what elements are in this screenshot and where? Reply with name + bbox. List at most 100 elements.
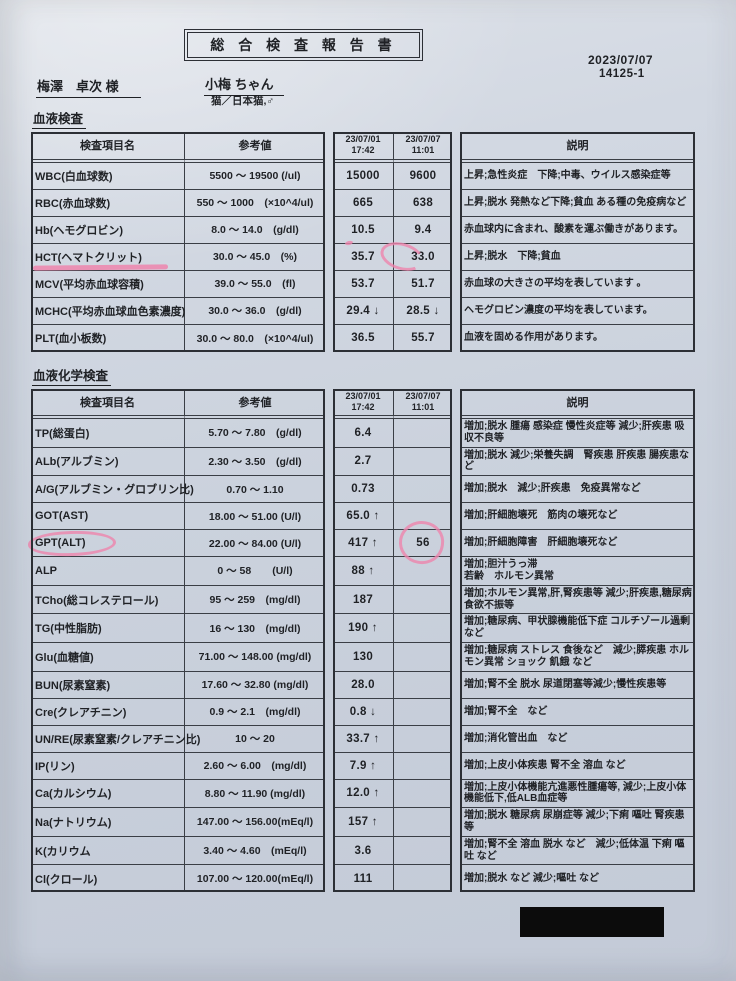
result-description-text: 増加;糖尿病 ストレス 食後など 減少;膵疾患 ホルモン異常 ショック 飢餓 な… (464, 644, 689, 668)
pet-species: 猫／日本猫,♂ (211, 95, 275, 107)
reference-range: 22.00 ～ 84.00 (U/l) (185, 530, 325, 558)
result-value-first-visit-text: 36.5 (351, 332, 375, 344)
reference-range-text: 147.00 ～ 156.00(mEq/l) (196, 816, 314, 829)
time2-label: 11:01 (411, 401, 435, 412)
column-gap (452, 163, 460, 190)
test-item-name: BUN(尿素窒素) (31, 671, 185, 699)
column-gap (325, 557, 333, 586)
result-value-first-visit-text: 417 ↑ (348, 537, 378, 550)
column-gap (325, 753, 333, 780)
section-title-blood-chemistry: 血液化学検査 (32, 365, 112, 386)
result-value-first-visit: 10.5 (333, 216, 394, 246)
test-item-name-text: GOT(AST) (35, 510, 89, 523)
result-value-second-visit (394, 753, 452, 780)
owner-name: 梅澤 卓次 様 (36, 76, 141, 98)
report-title: 総 合 検 査 報 告 書 (210, 37, 397, 53)
test-item-name-text: ALP (35, 564, 57, 577)
reference-range-text: 95 ～ 259 (mg/dl) (209, 594, 301, 607)
result-description-text: 赤血球の大きさの平均を表しています 。 (464, 277, 647, 289)
column-gap (452, 557, 460, 586)
column-gap (325, 530, 333, 557)
test-item-name-text: Hb(ヘモグロビン) (35, 224, 123, 237)
reference-range-text: 30.0 ～ 36.0 (g/dl) (208, 305, 302, 317)
result-value-first-visit-text: 65.0 ↑ (346, 510, 380, 523)
result-value-first-visit: 33.7 ↑ (333, 725, 394, 753)
column-gap (452, 753, 460, 780)
reference-range: 10 ～ 20 (185, 726, 325, 753)
column-gap (452, 837, 460, 866)
test-item-name: K(カリウム (31, 836, 185, 866)
result-value-second-visit (394, 837, 452, 866)
result-value-first-visit-text: 3.6 (354, 844, 372, 857)
column-header-description: 説明 (460, 389, 695, 419)
reference-range-text: 5.70 ～ 7.80 (g/dl) (208, 427, 302, 440)
reference-range: 30.0 ～ 45.0 (%) (185, 244, 325, 271)
result-value-first-visit-text: 130 (352, 650, 374, 663)
column-gap (452, 530, 460, 557)
result-value-first-visit: 7.9 ↑ (333, 752, 394, 780)
result-value-first-visit: 187 (333, 585, 394, 615)
test-item-name-text: TCho(総コレステロール) (35, 594, 159, 607)
result-description: 増加;脱水 糖尿病 尿崩症等 減少;下痢 嘔吐 腎疾患等 (460, 808, 695, 837)
result-description-text: 増加;腎不全 脱水 尿道閉塞等減少;慢性疾患等 (464, 678, 667, 690)
column-gap (325, 419, 333, 448)
report-body: 血液検査 検査項目名 参考値 23/07/01 17:42 23/07/07 1… (27, 108, 695, 938)
reference-range-text: 0.9 ～ 2.1 (mg/dl) (209, 706, 301, 719)
result-value-second-visit (394, 643, 452, 672)
result-value-second-visit-text: 28.5 ↓ (406, 304, 440, 317)
column-header-date1: 23/07/01 17:42 (333, 132, 394, 163)
column-header-item: 検査項目名 (31, 388, 185, 419)
result-value-second-visit (394, 780, 452, 809)
reference-range: 0 ～ 58 (U/l) (185, 557, 325, 586)
test-item-name: GOT(AST) (31, 503, 185, 531)
column-gap (325, 586, 333, 615)
column-gap (325, 244, 333, 271)
result-value-first-visit-text: 10.5 (351, 223, 375, 236)
result-description-text: 増加;脱水 減少;栄養失調 腎疾患 肝疾患 腸疾患など (464, 449, 689, 473)
reference-range-text: 18.00 ～ 51.00 (U/l) (208, 510, 302, 523)
result-value-second-visit (394, 476, 452, 504)
result-description-text: 増加;脱水 腫瘍 感染症 慢性炎症等 減少;肝疾患 吸収不良等 (464, 421, 685, 444)
pink-underline-annotation (32, 264, 169, 271)
result-description: 上昇;急性炎症 下降;中毒、ウイルス感染症等 (460, 163, 695, 190)
result-description: 増加;腎不全 溶血 脱水 など 減少;低体温 下痢 嘔吐 など (460, 837, 695, 866)
test-item-name: A/G(アルブミン・グロブリン比) (31, 476, 194, 504)
reference-range: 3.40 ～ 4.60 (mEq/l) (185, 837, 325, 866)
column-gap (325, 614, 333, 643)
result-value-second-visit-text: 56 (416, 537, 430, 550)
test-item-name-text: Glu(血糖値) (35, 651, 94, 664)
reference-range: 95 ～ 259 (mg/dl) (185, 586, 325, 615)
test-item-name-text: Cre(クレアチニン) (35, 706, 127, 719)
test-item-name: TCho(総コレステロール) (31, 585, 185, 615)
test-item-name: TG(中性脂肪) (31, 614, 185, 643)
result-value-second-visit: 9600 (394, 163, 452, 190)
result-description: 増加;腎不全 など (460, 699, 695, 726)
result-value-first-visit-text: 7.9 ↑ (349, 759, 377, 772)
result-value-first-visit-text: 6.4 (354, 426, 372, 439)
reference-range-text: 16 ～ 130 (mg/dl) (209, 622, 301, 635)
result-value-second-visit (394, 586, 452, 615)
result-value-first-visit-text: 12.0 ↑ (346, 787, 380, 800)
test-item-name: TP(総蛋白) (31, 419, 185, 448)
test-item-name: UN/RE(尿素窒素/クレアチニン比) (31, 725, 200, 753)
column-gap (452, 132, 460, 163)
result-description: 増加;脱水 減少;栄養失調 腎疾患 肝疾患 腸疾患など (460, 448, 695, 477)
result-description-text: 血液を固める作用があります。 (464, 332, 603, 344)
column-gap (325, 780, 333, 809)
test-item-name: Hb(ヘモグロビン) (31, 216, 185, 244)
column-gap (452, 419, 460, 448)
column-header-description: 説明 (460, 132, 695, 163)
result-description: 増加;糖尿病 ストレス 食後など 減少;膵疾患 ホルモン異常 ショック 飢餓 な… (460, 643, 695, 672)
result-value-first-visit: 28.0 (333, 671, 394, 699)
column-gap (325, 298, 333, 325)
column-gap (452, 699, 460, 726)
reference-range: 39.0 ～ 55.0 (fl) (185, 271, 325, 298)
result-value-first-visit: 0.8 ↓ (333, 698, 394, 726)
result-value-first-visit: 88 ↑ (333, 557, 394, 586)
reference-range: 5.70 ～ 7.80 (g/dl) (185, 419, 325, 448)
reference-range-text: 71.00 ～ 148.00 (mg/dl) (198, 651, 312, 664)
time2-label: 11:01 (411, 145, 435, 156)
test-item-name: ALb(アルブミン) (31, 447, 185, 477)
column-header-date2: 23/07/07 11:01 (394, 132, 452, 163)
date2-label: 23/07/07 (405, 134, 441, 144)
